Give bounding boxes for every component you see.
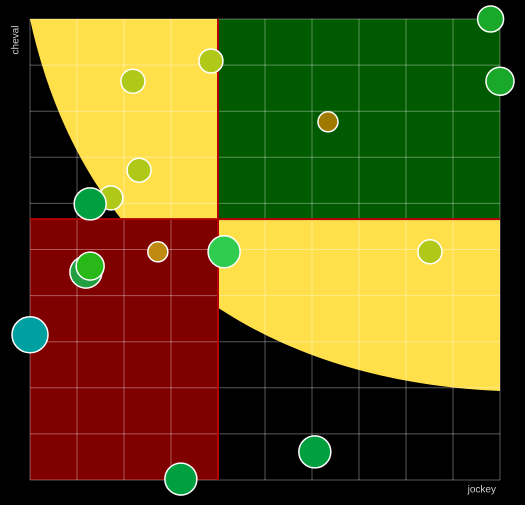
bubble: [75, 251, 105, 281]
bubble: [207, 235, 241, 269]
quadrant: [218, 19, 500, 220]
bubbles: [11, 5, 515, 496]
bubble: [298, 435, 332, 469]
bubble: [476, 5, 505, 33]
x-axis-label: jockey: [467, 485, 496, 496]
grid: [29, 18, 501, 481]
bubble: [126, 157, 152, 183]
bubble: [120, 68, 146, 94]
bubble: [317, 111, 339, 133]
bubble: [417, 239, 443, 265]
bubble: [198, 48, 224, 74]
bubble: [11, 316, 49, 354]
bubble: [164, 462, 198, 496]
quadrant: [30, 219, 218, 480]
y-axis-label: cheval: [11, 26, 22, 55]
quadrants: [30, 19, 500, 480]
bubble: [485, 66, 515, 96]
bubble: [73, 187, 107, 221]
bubble: [147, 241, 169, 263]
